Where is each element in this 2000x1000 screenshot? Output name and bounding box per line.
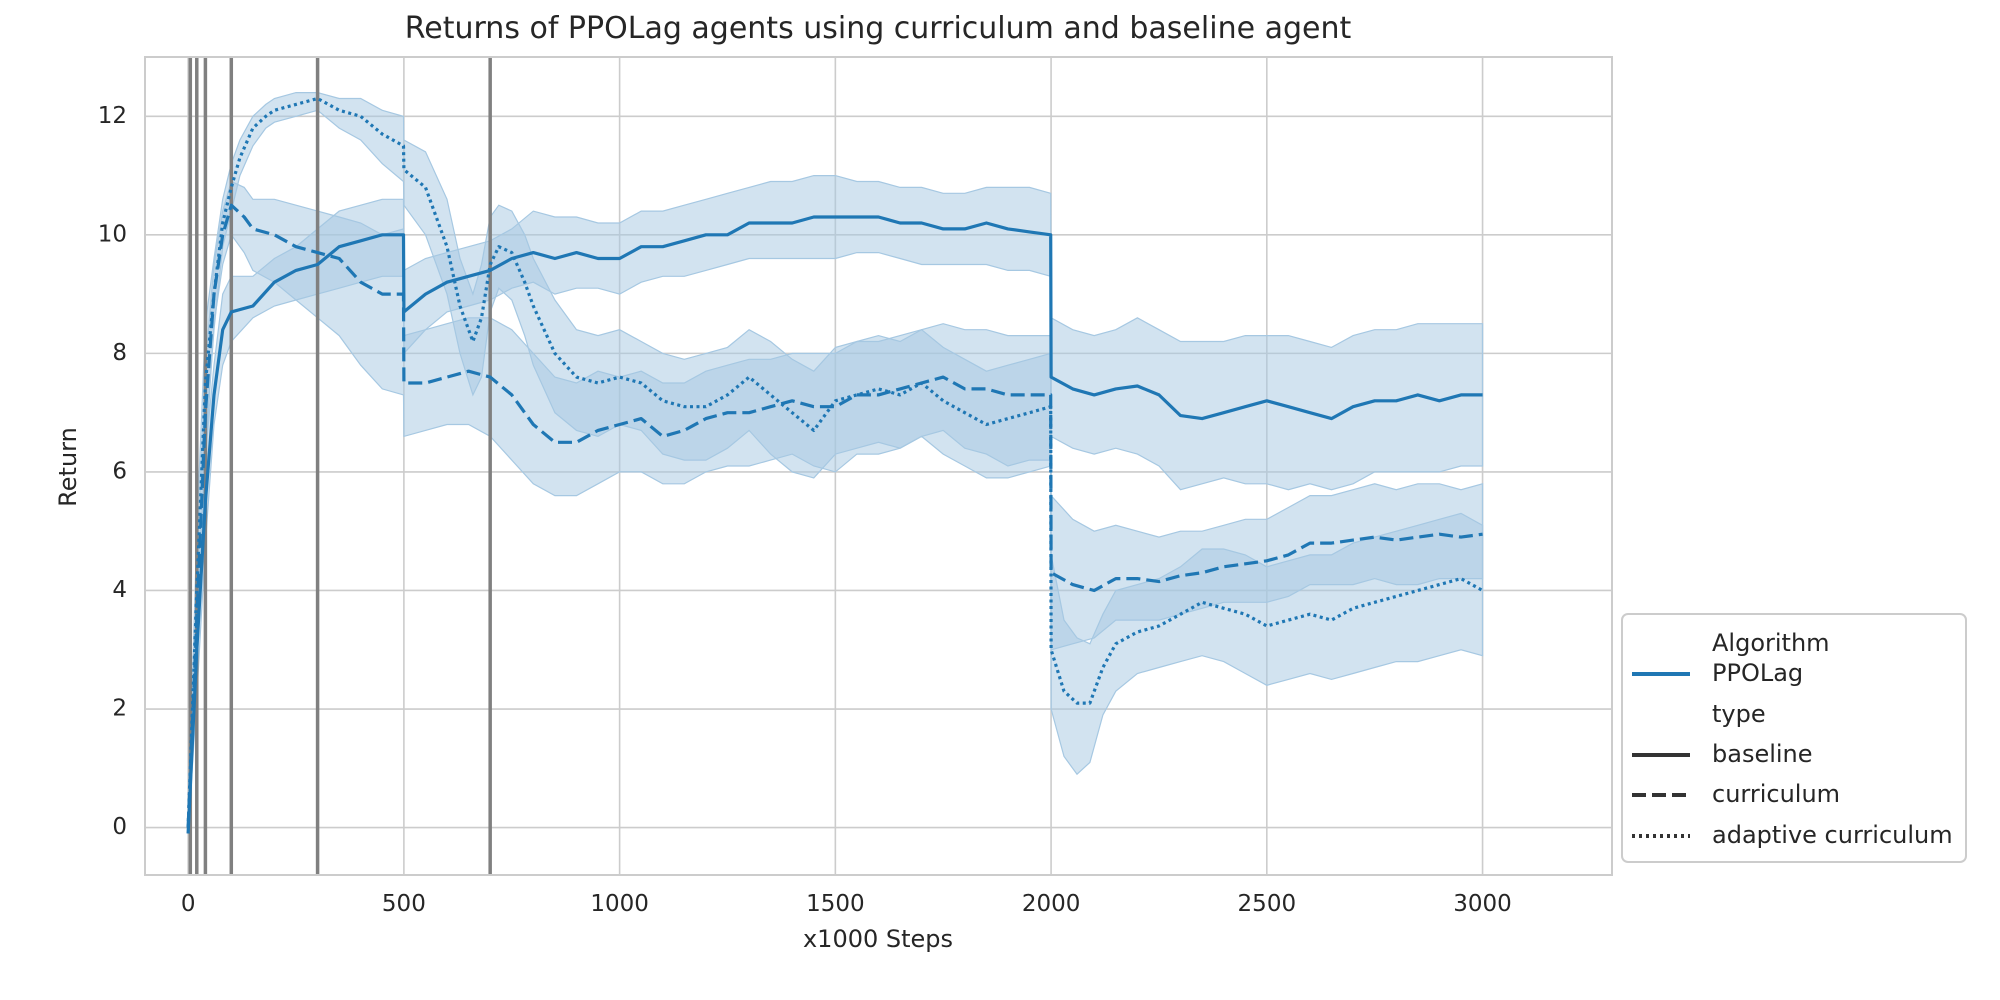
legend-header-type: type: [1712, 700, 1766, 728]
x-axis-label: x1000 Steps: [803, 925, 953, 953]
y-tick-label: 6: [112, 458, 127, 484]
legend: Algorithm PPOLag type baseline curriculu…: [1621, 613, 1967, 863]
line-curriculum: [186, 203, 1483, 828]
x-tick-label: 0: [181, 891, 196, 917]
line-baseline: [186, 215, 1483, 834]
band-baseline: [187, 175, 1484, 834]
y-tick-label: 4: [112, 577, 127, 603]
legend-header-algorithm: Algorithm: [1712, 629, 1830, 657]
x-tick-labels: 0 500 1000 1500 2000 2500 3000: [181, 891, 1512, 917]
chart-title: Returns of PPOLag agents using curriculu…: [405, 11, 1352, 46]
legend-item-ppolag: PPOLag: [1712, 659, 1803, 687]
x-tick-label: 1500: [806, 891, 865, 917]
series-lines: [186, 96, 1484, 834]
band-adaptive-curriculum: [187, 92, 1484, 828]
y-tick-labels: 0 2 4 6 8 10 12: [98, 103, 127, 840]
y-tick-label: 8: [112, 340, 127, 366]
x-tick-label: 1000: [590, 891, 649, 917]
confidence-bands: [187, 92, 1484, 834]
y-axis-label: Return: [54, 427, 82, 507]
x-tick-label: 2000: [1022, 891, 1081, 917]
plot-frame: [144, 56, 1613, 876]
legend-frame: [1621, 613, 1967, 863]
legend-item-baseline: baseline: [1712, 740, 1813, 768]
x-tick-label: 3000: [1453, 891, 1512, 917]
y-tick-label: 0: [112, 814, 127, 840]
x-tick-label: 500: [382, 891, 426, 917]
line-adaptive-curriculum: [186, 96, 1484, 828]
y-tick-label: 12: [98, 103, 127, 129]
y-tick-label: 10: [98, 221, 127, 247]
legend-item-adaptive-curriculum: adaptive curriculum: [1712, 821, 1953, 849]
y-tick-label: 2: [112, 696, 127, 722]
curriculum-stage-lines: [188, 57, 492, 875]
x-tick-label: 2500: [1238, 891, 1297, 917]
legend-item-curriculum: curriculum: [1712, 780, 1840, 808]
